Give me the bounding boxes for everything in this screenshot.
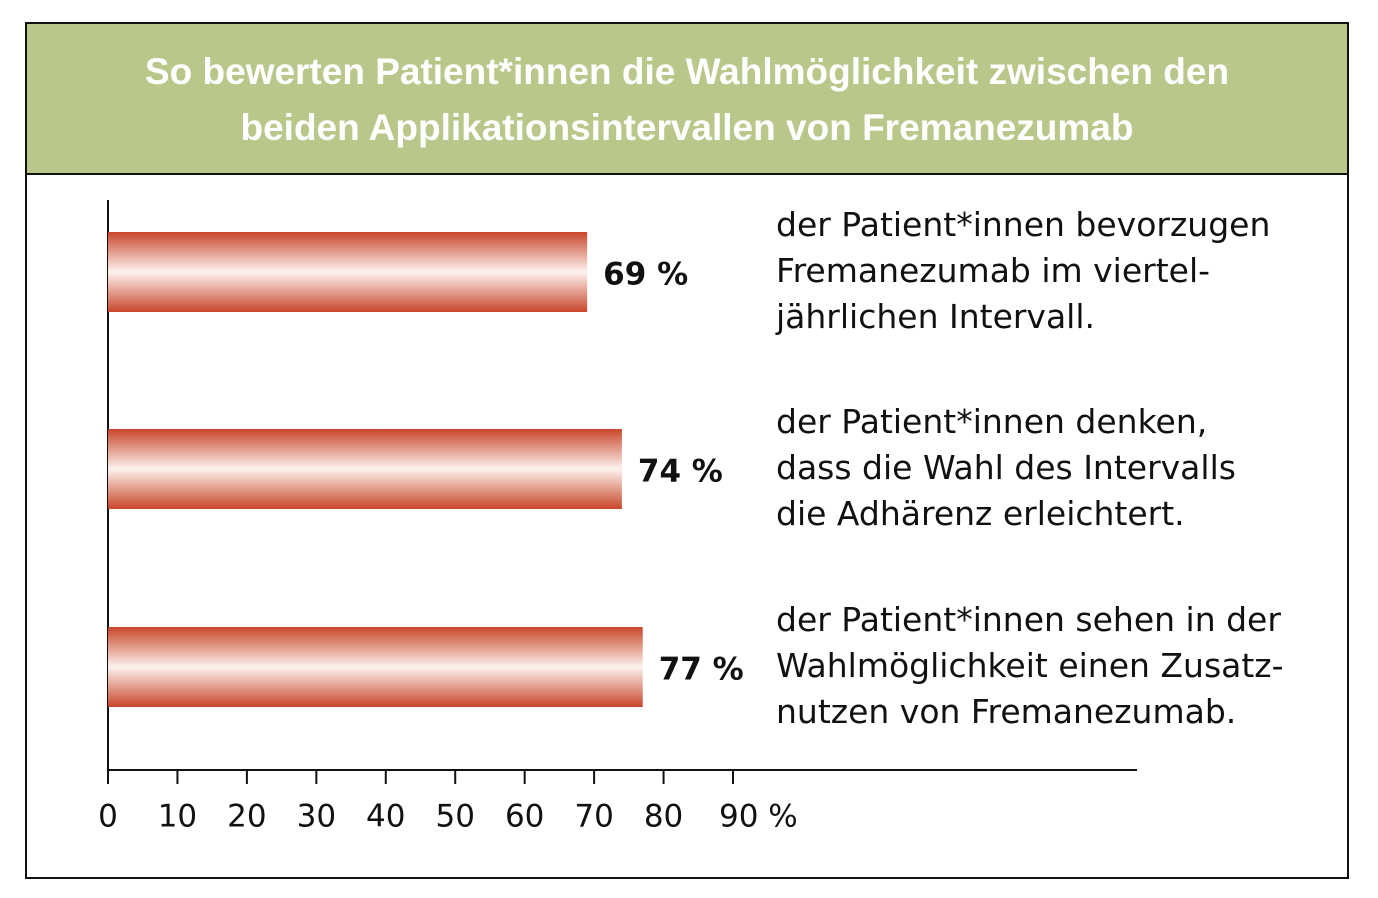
value-label: 74 % (638, 454, 723, 490)
x-tick-label: 60 (505, 799, 544, 835)
x-tick-label: 90 % (719, 799, 798, 835)
bar (108, 627, 643, 707)
bar (108, 232, 588, 312)
value-label: 69 % (603, 257, 688, 293)
x-tick-label: 20 (227, 799, 266, 835)
bar (108, 429, 622, 509)
x-tick-label: 40 (366, 799, 405, 835)
x-tick-label: 70 (574, 799, 613, 835)
x-tick-label: 0 (98, 799, 118, 835)
value-label: 77 % (659, 652, 744, 688)
x-tick-label: 10 (158, 799, 197, 835)
category-label: der Patient*innen bevorzugen Fremanezuma… (776, 205, 1271, 336)
category-label: der Patient*innen denken, dass die Wahl … (776, 402, 1236, 533)
x-tick-label: 30 (297, 799, 336, 835)
chart-title: So bewerten Patient*innen die Wahlmöglic… (27, 24, 1347, 175)
category-label: der Patient*innen sehen in der Wahlmögli… (776, 600, 1284, 731)
frame: So bewerten Patient*innen die Wahlmöglic… (25, 22, 1349, 879)
x-tick-label: 80 (644, 799, 683, 835)
x-tick-label: 50 (435, 799, 474, 835)
